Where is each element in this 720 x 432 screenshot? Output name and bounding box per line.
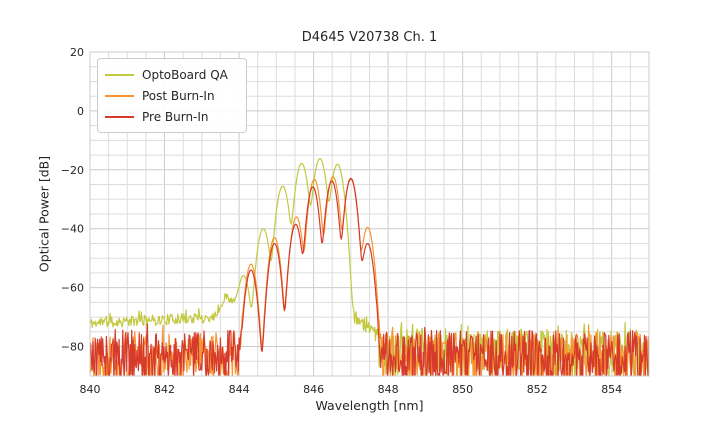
svg-text:850: 850	[452, 383, 473, 396]
legend-line-sample	[105, 94, 134, 97]
svg-text:−20: −20	[61, 164, 84, 177]
series-line	[90, 177, 649, 376]
svg-text:842: 842	[154, 383, 175, 396]
svg-text:852: 852	[527, 383, 548, 396]
svg-text:844: 844	[229, 383, 250, 396]
legend-entry-label: Post Burn-In	[142, 88, 215, 103]
svg-text:0: 0	[77, 105, 84, 118]
x-tick-labels: 840 842 844 846 848 850 852 854	[80, 383, 623, 396]
y-axis-label: Optical Power [dB]	[36, 155, 52, 273]
plot-border	[89, 51, 650, 377]
legend: OptoBoard QA Post Burn-In Pre Burn-In	[97, 58, 247, 133]
x-axis-label: Wavelength [nm]	[315, 398, 424, 413]
legend-entry: Pre Burn-In	[105, 106, 238, 127]
svg-text:−60: −60	[61, 282, 84, 295]
series-line	[90, 176, 649, 376]
y-tick-labels: 20 0 −20 −40 −60 −80	[61, 46, 84, 354]
svg-text:846: 846	[303, 383, 324, 396]
legend-entry-label: OptoBoard QA	[142, 67, 228, 82]
legend-entry: OptoBoard QA	[105, 64, 238, 85]
svg-text:840: 840	[80, 383, 101, 396]
legend-entry: Post Burn-In	[105, 85, 238, 106]
svg-text:−80: −80	[61, 341, 84, 354]
svg-text:20: 20	[70, 46, 84, 59]
svg-text:848: 848	[378, 383, 399, 396]
legend-entry-label: Pre Burn-In	[142, 109, 209, 124]
svg-text:854: 854	[601, 383, 622, 396]
legend-line-sample	[105, 73, 134, 76]
series-lines	[90, 158, 649, 376]
svg-text:−40: −40	[61, 223, 84, 236]
chart-title: D4645 V20738 Ch. 1	[301, 30, 438, 45]
legend-line-sample	[105, 115, 134, 118]
